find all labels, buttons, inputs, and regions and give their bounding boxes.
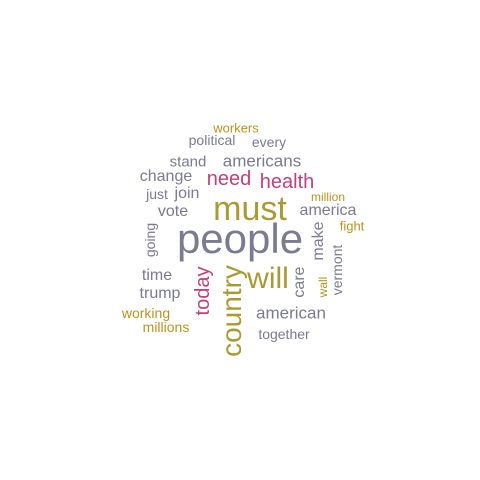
- word-need: need: [206, 168, 252, 190]
- word-american: american: [256, 303, 326, 323]
- word-millions: millions: [142, 319, 190, 335]
- word-just: just: [146, 186, 168, 202]
- word-trump: trump: [139, 285, 181, 302]
- word-vote: vote: [157, 203, 189, 220]
- word-political: political: [188, 132, 236, 148]
- word-country: country: [216, 265, 247, 357]
- word-america: america: [299, 202, 357, 219]
- word-americans: americans: [222, 151, 302, 171]
- word-stand: stand: [169, 153, 207, 171]
- word-million: million: [310, 190, 346, 204]
- word-change: change: [139, 168, 193, 185]
- word-today: today: [192, 266, 214, 316]
- word-vermont: vermont: [329, 244, 345, 296]
- word-wall: wall: [316, 276, 330, 298]
- word-time: time: [141, 267, 173, 284]
- word-fight: fight: [339, 218, 365, 234]
- word-together: together: [258, 326, 310, 342]
- word-care: care: [291, 266, 308, 298]
- word-workers: workers: [213, 120, 259, 136]
- word-every: every: [251, 134, 287, 150]
- word-will: will: [247, 262, 289, 295]
- word-working: working: [121, 305, 171, 321]
- word-must: must: [213, 190, 287, 228]
- word-make: make: [310, 221, 327, 261]
- word-health: health: [259, 171, 315, 193]
- word-going: going: [142, 222, 158, 258]
- word-join: join: [174, 185, 200, 202]
- word-people: people: [176, 215, 304, 262]
